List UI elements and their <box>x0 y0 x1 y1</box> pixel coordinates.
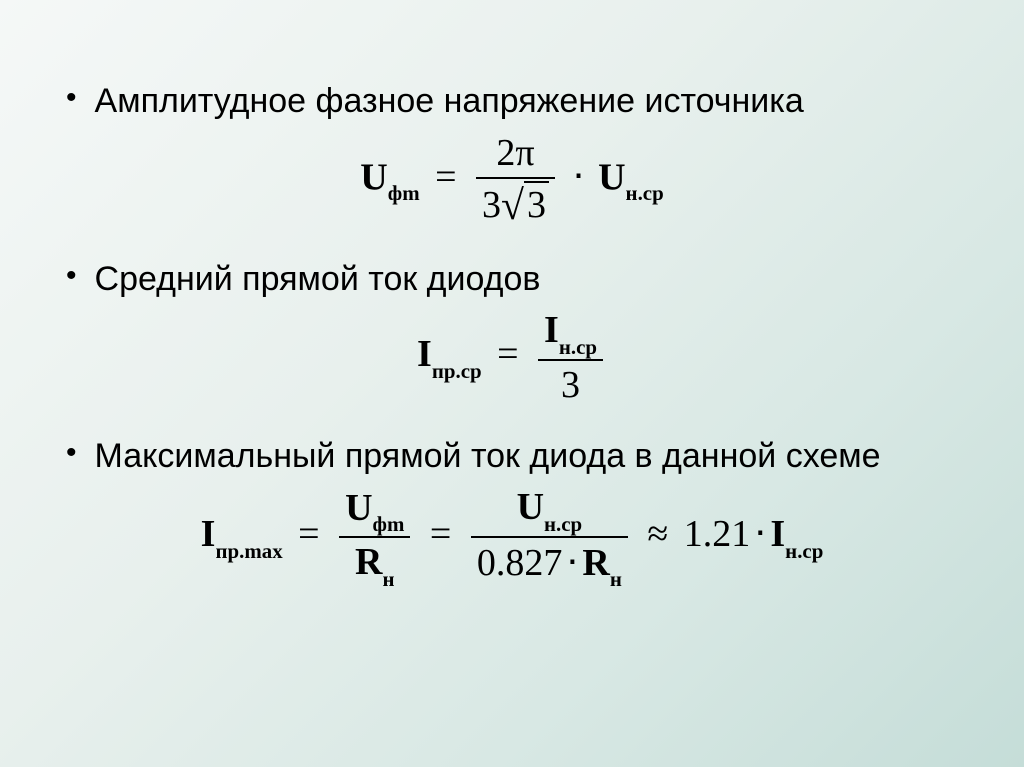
formula-3-frac1-den: Rн <box>339 536 410 589</box>
formula-1-num: 2π <box>476 131 555 177</box>
formula-3-f2-den-sub: н <box>610 567 622 591</box>
formula-1-lhs-var: U <box>360 156 387 198</box>
bullet-text-3: Максимальный прямой ток диода в данной с… <box>95 435 881 478</box>
formula-3-f1-den-sub: н <box>382 567 394 591</box>
equals-sign: = <box>435 156 456 198</box>
formula-3-tail-var: I <box>770 513 785 555</box>
formula-1-den: 3√3 <box>476 177 555 230</box>
formula-3-frac1: Uфm Rн <box>339 486 410 589</box>
sqrt-symbol: √3 <box>501 181 549 230</box>
formula-3-frac1-num: Uфm <box>339 486 410 537</box>
bullet-item-1: • Амплитудное фазное напряжение источник… <box>60 80 964 123</box>
formula-2-den: 3 <box>538 359 603 407</box>
formula-3-f1-num-sub: фm <box>373 512 405 536</box>
bullet-item-3: • Максимальный прямой ток диода в данной… <box>60 435 964 478</box>
formula-3-frac2: Uн.ср 0.827⋅Rн <box>471 485 628 589</box>
formula-1-den-a: 3 <box>482 184 501 226</box>
formula-3-lhs-sub: пр.max <box>215 539 282 563</box>
formula-1-sqrt-body: 3 <box>524 181 549 227</box>
bullet-text-2: Средний прямой ток диодов <box>95 258 541 301</box>
formula-1: Uфm = 2π 3√3 ⋅ Uн.ср <box>60 131 964 230</box>
formula-3-f2-num-sub: н.ср <box>544 512 582 536</box>
formula-3-lhs-var: I <box>201 513 216 555</box>
formula-3-f2-num-var: U <box>517 486 544 528</box>
bullet-item-2: • Средний прямой ток диодов <box>60 258 964 301</box>
formula-1-mult-var: U <box>598 156 625 198</box>
bullet-marker: • <box>66 80 77 116</box>
mult-dot: ⋅ <box>566 542 578 584</box>
formula-1-fraction: 2π 3√3 <box>476 131 555 230</box>
bullet-marker: • <box>66 435 77 471</box>
formula-3-f2-den-var: R <box>582 542 609 584</box>
formula-2-num-var: I <box>544 309 559 351</box>
formula-3-coef: 1.21 <box>684 513 751 555</box>
formula-2-num-sub: н.ср <box>559 335 597 359</box>
formula-2-num: Iн.ср <box>538 308 603 359</box>
formula-2-lhs-var: I <box>417 333 432 375</box>
formula-3-frac2-den: 0.827⋅Rн <box>471 536 628 590</box>
equals-sign: = <box>298 513 319 555</box>
equals-sign: = <box>497 333 518 375</box>
formula-3: Iпр.max = Uфm Rн = Uн.ср 0.827⋅Rн ≈ 1.21… <box>60 485 964 589</box>
equals-sign: = <box>430 513 451 555</box>
formula-3-f1-num-var: U <box>345 487 372 529</box>
mult-dot: ⋅ <box>573 156 585 198</box>
formula-3-tail-sub: н.ср <box>785 539 823 563</box>
formula-2: Iпр.ср = Iн.ср 3 <box>60 308 964 407</box>
bullet-text-1: Амплитудное фазное напряжение источника <box>95 80 804 123</box>
bullet-marker: • <box>66 258 77 294</box>
formula-1-lhs-sub: фm <box>388 181 420 205</box>
formula-2-fraction: Iн.ср 3 <box>538 308 603 407</box>
approx-sign: ≈ <box>647 513 668 555</box>
formula-2-lhs-sub: пр.ср <box>432 359 482 383</box>
formula-3-frac2-num: Uн.ср <box>471 485 628 536</box>
formula-3-f1-den-var: R <box>355 541 382 583</box>
mult-dot: ⋅ <box>754 513 766 555</box>
formula-3-f2-den-a: 0.827 <box>477 542 563 584</box>
formula-1-mult-sub: н.ср <box>626 181 664 205</box>
